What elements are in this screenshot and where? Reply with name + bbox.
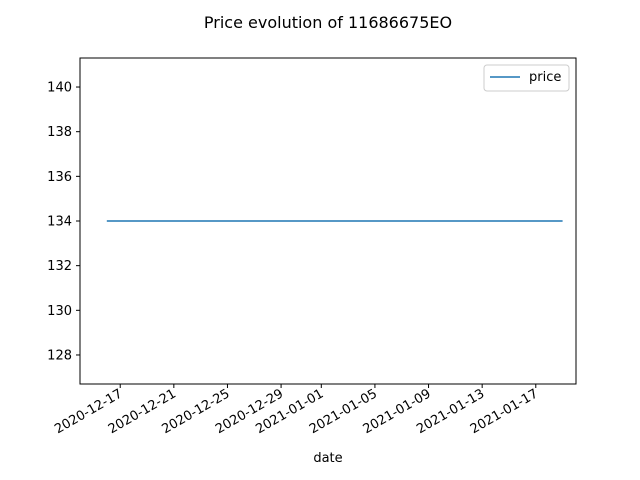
y-tick-label: 138 (47, 125, 72, 140)
legend-label-price: price (529, 70, 561, 85)
plot-frame (79, 57, 577, 385)
legend-box (483, 64, 570, 92)
legend: price (483, 64, 570, 92)
chart-title: Price evolution of 11686675EO (204, 13, 452, 32)
y-tick-label: 140 (47, 81, 72, 96)
x-axis: 2020-12-172020-12-212020-12-252020-12-29… (52, 384, 541, 437)
y-tick-label: 132 (47, 259, 72, 274)
y-tick-label: 130 (47, 304, 72, 319)
y-tick-label: 128 (47, 348, 72, 363)
y-axis: 128 130 132 134 136 138 140 (47, 81, 80, 363)
y-tick-label: 136 (47, 170, 72, 185)
y-tick-label: 134 (47, 215, 72, 230)
x-axis-label: date (313, 451, 342, 466)
